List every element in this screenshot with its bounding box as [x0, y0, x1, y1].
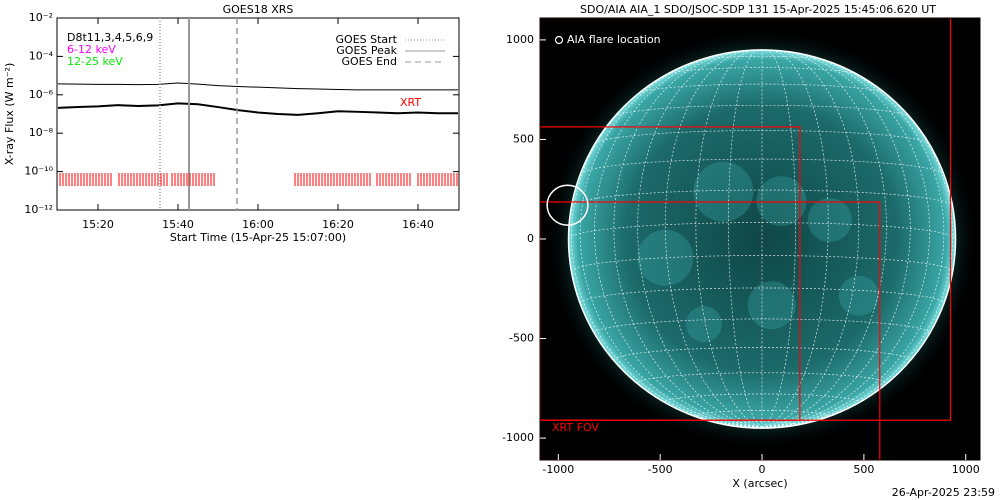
- grid-line: [761, 50, 911, 428]
- y-tick-label: 10⁻¹⁰: [24, 165, 53, 178]
- legend-label: D8t11,3,4,5,6,9: [67, 31, 153, 44]
- y-tick-label: 10⁻⁴: [29, 49, 54, 62]
- legend-label: 6-12 keV: [67, 43, 116, 56]
- x-tick-label: 15:20: [82, 218, 114, 231]
- fov-rect: [540, 201, 881, 460]
- footer: 26-Apr-2025 23:59: [892, 486, 995, 499]
- xrt-interval: [118, 173, 168, 186]
- active-region: [693, 161, 754, 222]
- legend-label: GOES End: [341, 55, 397, 68]
- y-tick-label: 0: [527, 232, 534, 245]
- grid-line: [695, 49, 763, 428]
- active-region: [807, 198, 852, 243]
- grid-line: [579, 287, 945, 304]
- y-axis-label: X-ray Flux (W m⁻²): [3, 63, 16, 165]
- legend-label: GOES Start: [336, 33, 398, 46]
- annotation: AIA flare location: [567, 33, 661, 46]
- limb: [567, 49, 957, 429]
- image: [540, 18, 979, 460]
- chart-title: GOES18 XRS: [223, 3, 294, 16]
- x-tick-label: 1000: [952, 463, 980, 476]
- grid-line: [695, 410, 829, 417]
- xrt-interval: [376, 173, 411, 186]
- series-line: [57, 82, 458, 91]
- grid-line: [571, 255, 953, 272]
- xrt-interval: [171, 173, 215, 186]
- y-tick-label: 10⁻²: [29, 11, 53, 24]
- chart-title: SDO/AIA AIA_1 SDO/JSOC-SDP 131 15-Apr-20…: [580, 3, 936, 16]
- y-tick-label: 10⁻¹²: [24, 203, 53, 216]
- grid-line: [571, 70, 763, 428]
- xrt-interval: [59, 173, 112, 186]
- grid-line: [728, 49, 763, 428]
- grid-line: [761, 49, 796, 428]
- xrt-label: XRT: [400, 96, 421, 109]
- y-tick-label: 1000: [506, 33, 534, 46]
- grid-line: [761, 55, 945, 428]
- active-region: [838, 275, 879, 316]
- x-axis-label: Start Time (15-Apr-25 15:07:00): [170, 231, 346, 244]
- x-tick-label: 0: [759, 463, 766, 476]
- x-tick-label: 16:20: [322, 218, 354, 231]
- grid-line: [664, 49, 763, 428]
- x-tick-label: 16:00: [242, 218, 274, 231]
- active-region: [747, 281, 796, 330]
- active-region: [685, 306, 722, 343]
- x-tick-label: -1000: [542, 463, 574, 476]
- x-axis-label: X (arcsec): [732, 477, 787, 490]
- xrt-interval: [417, 173, 458, 186]
- grid-line: [761, 70, 953, 428]
- x-tick-label: 16:40: [402, 218, 434, 231]
- active-region: [756, 176, 807, 227]
- y-tick-label: 10⁻⁶: [29, 88, 54, 101]
- legend-label: GOES Peak: [336, 44, 397, 57]
- x-tick-label: -500: [648, 463, 673, 476]
- x-tick-label: 15:40: [162, 218, 194, 231]
- x-tick-label: 500: [853, 463, 874, 476]
- y-tick-label: 10⁻⁸: [29, 126, 54, 139]
- grid-line: [613, 50, 763, 428]
- grid-line: [761, 49, 829, 428]
- y-tick-label: -1000: [502, 431, 534, 444]
- grid-line: [579, 55, 763, 428]
- grid-line: [761, 49, 860, 428]
- grid-line: [761, 51, 930, 428]
- legend-label: 12-25 keV: [67, 55, 123, 68]
- grid-line: [614, 104, 910, 117]
- fov-rect: [540, 126, 801, 421]
- flare-circle: [546, 184, 589, 226]
- grid-line: [594, 51, 763, 428]
- legend-symbol: [554, 35, 564, 45]
- grid-line: [666, 67, 858, 75]
- grid-line: [697, 55, 827, 61]
- xrt-interval: [294, 173, 371, 186]
- y-tick-label: 500: [513, 132, 534, 145]
- grid-line: [638, 83, 886, 94]
- y-tick-label: -500: [509, 332, 534, 345]
- annotation: XRT FOV: [552, 421, 599, 434]
- series-line: [57, 102, 458, 116]
